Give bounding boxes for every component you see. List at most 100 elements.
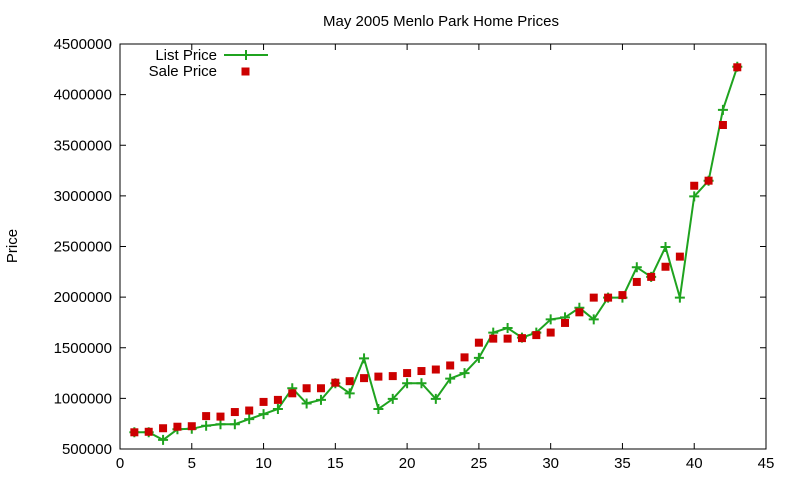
list-price-point bbox=[459, 368, 470, 379]
list-price-point bbox=[588, 314, 599, 325]
sale-price-point bbox=[273, 395, 282, 404]
x-tick-label: 30 bbox=[542, 455, 559, 472]
sale-price-point bbox=[474, 338, 483, 347]
sale-price-point bbox=[431, 365, 440, 374]
x-tick-label: 20 bbox=[399, 455, 416, 472]
sale-price-point bbox=[417, 367, 426, 376]
sale-price-point bbox=[331, 378, 340, 387]
list-price-point bbox=[545, 314, 556, 325]
sale-price-point bbox=[202, 412, 211, 421]
sale-price-point bbox=[403, 369, 412, 378]
sale-price-point bbox=[360, 374, 369, 383]
list-price-point bbox=[301, 398, 312, 409]
y-tick-label: 2500000 bbox=[54, 239, 112, 256]
list-price-point bbox=[416, 378, 427, 389]
list-price-point bbox=[660, 242, 671, 253]
y-tick-label: 500000 bbox=[62, 441, 112, 458]
list-price-point bbox=[674, 292, 685, 303]
list-price-point bbox=[244, 414, 255, 425]
x-tick-label: 5 bbox=[188, 455, 196, 472]
x-tick-label: 45 bbox=[758, 455, 775, 472]
list-price-point bbox=[473, 352, 484, 363]
x-tick-label: 40 bbox=[686, 455, 703, 472]
list-price-point bbox=[258, 409, 269, 420]
sale-price-point bbox=[632, 277, 641, 286]
y-tick-label: 1500000 bbox=[54, 340, 112, 357]
y-axis-label: Price bbox=[4, 229, 21, 263]
list-price-point bbox=[229, 419, 240, 430]
legend-label-list-price: List Price bbox=[155, 47, 217, 64]
list-price-point bbox=[430, 393, 441, 404]
list-price-point bbox=[402, 378, 413, 389]
list-price-point bbox=[272, 404, 283, 415]
sale-price-point bbox=[187, 422, 196, 431]
y-tick-label: 3000000 bbox=[54, 188, 112, 205]
sale-price-point bbox=[718, 121, 727, 129]
sale-price-point bbox=[503, 334, 512, 343]
sale-price-point bbox=[230, 408, 239, 417]
legend-marker-sale-price bbox=[241, 67, 250, 76]
sale-price-point bbox=[345, 377, 354, 386]
list-price-point bbox=[689, 191, 700, 202]
list-price-point bbox=[373, 404, 384, 415]
y-tick-label: 1000000 bbox=[54, 390, 112, 407]
sale-price-point bbox=[589, 293, 598, 302]
sale-price-point bbox=[388, 372, 397, 381]
sale-price-point bbox=[460, 353, 469, 362]
x-tick-label: 35 bbox=[614, 455, 631, 472]
sale-price-point bbox=[604, 293, 613, 302]
sale-price-point bbox=[546, 328, 555, 337]
x-tick-label: 10 bbox=[255, 455, 272, 472]
list-price-point bbox=[502, 323, 513, 334]
sale-price-point bbox=[661, 262, 670, 271]
legend-marker-list-price bbox=[241, 50, 251, 60]
sale-price-point bbox=[675, 252, 684, 261]
sale-price-point bbox=[130, 428, 139, 437]
list-price-point bbox=[717, 104, 728, 115]
sale-price-point bbox=[144, 427, 153, 436]
sale-price-point bbox=[374, 372, 383, 381]
list-price-point bbox=[445, 373, 456, 384]
y-tick-label: 4500000 bbox=[54, 36, 112, 53]
list-price-point bbox=[158, 434, 169, 445]
sale-price-point bbox=[532, 331, 541, 340]
list-price-point bbox=[201, 420, 212, 431]
list-price-point bbox=[344, 388, 355, 399]
sale-price-point bbox=[733, 63, 742, 72]
sale-price-point bbox=[245, 406, 254, 415]
list-price-point bbox=[387, 393, 398, 404]
legend-label-sale-price: Sale Price bbox=[149, 63, 217, 80]
sale-price-point bbox=[173, 422, 182, 431]
list-price-point bbox=[315, 394, 326, 405]
sale-price-point bbox=[489, 334, 498, 343]
list-price-point bbox=[631, 262, 642, 273]
x-tick-label: 25 bbox=[471, 455, 488, 472]
sale-price-point bbox=[561, 318, 570, 327]
sale-price-point bbox=[159, 424, 168, 433]
sale-price-point bbox=[704, 176, 713, 185]
list-price-point bbox=[359, 353, 370, 364]
x-tick-label: 15 bbox=[327, 455, 344, 472]
sale-price-point bbox=[517, 334, 526, 343]
sale-price-point bbox=[575, 308, 584, 317]
x-tick-label: 0 bbox=[116, 455, 124, 472]
sale-price-point bbox=[259, 397, 268, 406]
axis-ticks: 0 5 10 15 20 25 30 35 40 45 500000 1000000 1500000 20… bbox=[54, 36, 775, 472]
sale-price-point bbox=[690, 181, 699, 190]
y-tick-label: 4000000 bbox=[54, 87, 112, 104]
data-series bbox=[129, 61, 743, 445]
sale-price-point bbox=[647, 272, 656, 281]
chart-title: May 2005 Menlo Park Home Prices bbox=[323, 13, 559, 30]
y-tick-label: 3500000 bbox=[54, 137, 112, 154]
list-price-point bbox=[215, 419, 226, 430]
sale-price-point bbox=[288, 389, 297, 398]
y-tick-label: 2000000 bbox=[54, 289, 112, 306]
sale-price-point bbox=[302, 384, 311, 393]
sale-price-point bbox=[216, 412, 225, 421]
sale-price-point bbox=[446, 361, 455, 370]
sale-price-point bbox=[618, 291, 627, 300]
sale-price-point bbox=[316, 384, 325, 393]
